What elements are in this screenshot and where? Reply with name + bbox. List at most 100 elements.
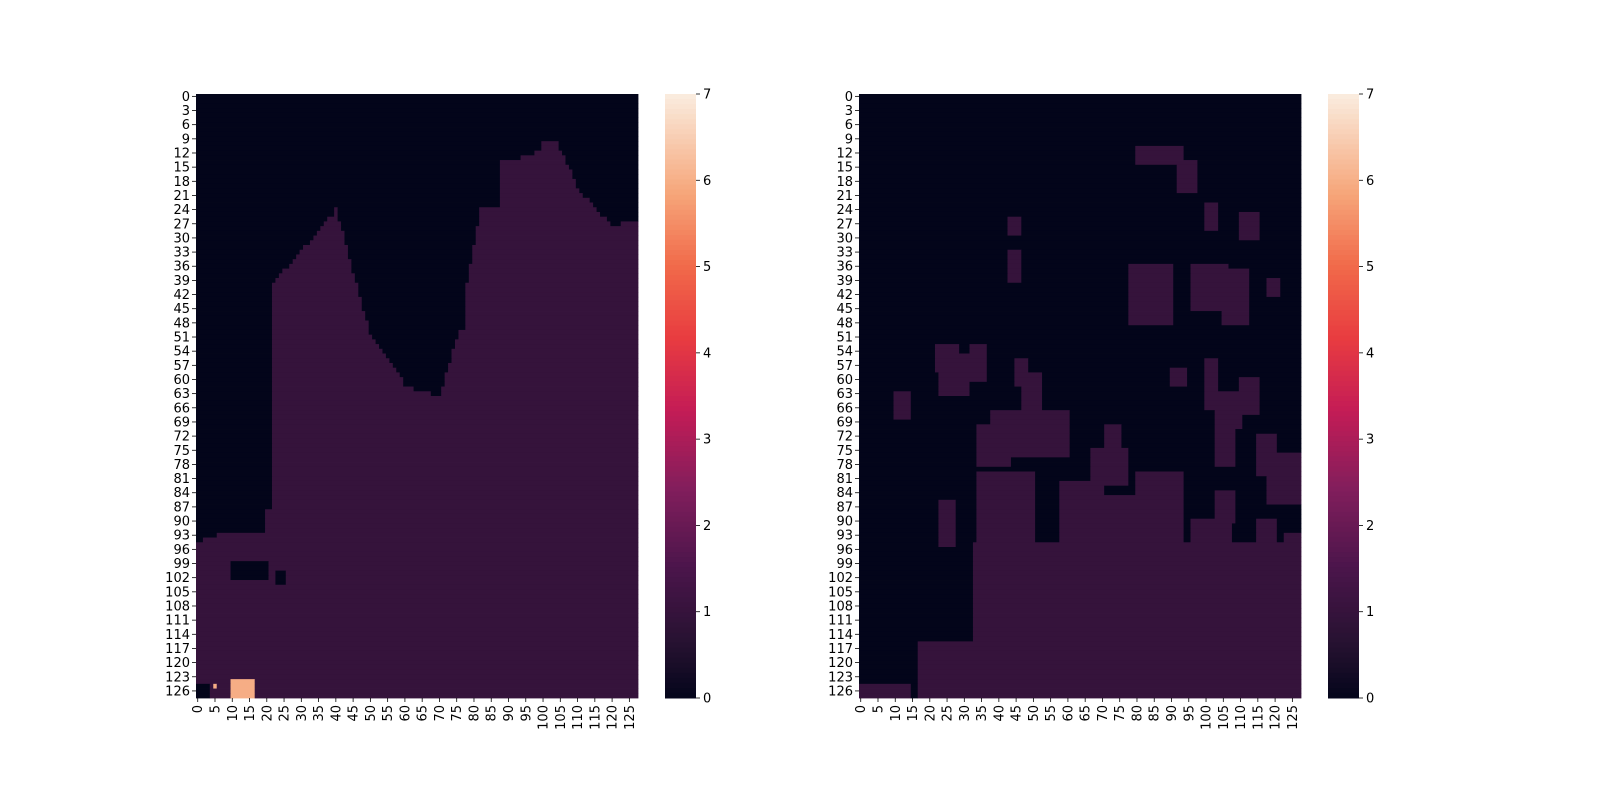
heatmap-cell [934,353,988,359]
colorbar-segment [1328,401,1359,407]
y-tick-label: 3 [845,104,853,119]
y-tick-label: 21 [173,189,190,204]
heatmap-cell [976,480,1036,487]
heatmap-cell [1249,268,1302,274]
colorbar-tick-label: 7 [1366,88,1374,103]
heatmap-1 [196,94,639,699]
heatmap-cell [271,447,639,454]
heatmap-cell [620,221,639,227]
heatmap-cell [1128,296,1174,303]
heatmap-cell [196,202,501,208]
heatmap-cell [196,646,639,652]
heatmap-cell [1021,226,1205,232]
heatmap-cell [1276,447,1302,454]
heatmap-cell [1021,400,1043,406]
heatmap-cell [1276,433,1302,439]
heatmap-cell [859,598,974,605]
heatmap-cell [859,226,1008,232]
heatmap-cell [1204,381,1219,387]
x-tick-label: 120 [606,705,621,730]
y-tick-label: 102 [165,571,190,586]
colorbar-segment [665,234,696,241]
heatmap-cell [1249,282,1267,288]
heatmap-cell [196,513,266,520]
colorbar-segment [665,607,696,613]
heatmap-cell [358,287,466,293]
heatmap-cell [271,391,432,397]
heatmap-cell [1242,414,1302,420]
heatmap-cell [859,292,1129,298]
x-tick-label: 35 [975,705,990,722]
heatmap-cell [1231,523,1257,529]
heatmap-cell [196,339,273,345]
heatmap-cell [1069,433,1105,439]
heatmap-cell [271,381,404,387]
heatmap-cell [271,400,639,406]
colorbar-segment [1328,124,1359,130]
heatmap-cell [1238,386,1260,392]
heatmap-cell [1190,296,1250,303]
heatmap-cell [196,178,501,185]
colorbar-segment [665,229,696,236]
heatmap-cell [859,528,939,534]
heatmap-cell [1190,528,1233,534]
heatmap-cell [1249,273,1302,279]
heatmap-cell [1256,528,1278,534]
y-tick-label: 42 [173,288,190,303]
y-tick-label: 45 [836,302,853,317]
heatmap-cell [289,263,352,269]
heatmap-cell [196,117,639,123]
y-tick-label: 57 [173,359,190,374]
heatmap-cell [1059,499,1184,505]
heatmap-cell [1035,528,1060,534]
heatmap-cell [358,282,466,288]
heatmap-cell [1042,386,1205,392]
y-tick-label: 102 [828,571,853,586]
heatmap-cell [271,334,373,340]
heatmap-cell [859,537,939,543]
heatmap-cell [337,216,480,222]
heatmap-cell [468,278,639,284]
heatmap-cell [271,296,363,303]
x-tick-label: 55 [381,705,396,722]
heatmap-cell [499,169,573,175]
heatmap-cell [859,211,1205,218]
heatmap-cell [1183,509,1216,515]
heatmap-cell [1218,377,1240,383]
heatmap-cell [969,386,1022,392]
heatmap-cell [1197,178,1302,185]
heatmap-cell [196,561,231,567]
heatmap-cell [1218,362,1302,369]
heatmap-cell [1214,424,1243,430]
heatmap-cell [271,410,639,416]
heatmap-cell [593,202,639,208]
colorbar-segment [665,466,696,472]
colorbar-segment [665,134,696,140]
heatmap-cell [1183,476,1267,482]
colorbar-segment [665,164,696,170]
colorbar-segment [665,496,696,503]
heatmap-cell [271,367,397,373]
heatmap-cell [344,230,477,236]
heatmap-cell [1256,452,1302,458]
colorbar-segment [665,461,696,467]
colorbar-tick-label: 0 [1366,692,1374,707]
colorbar-segment [665,174,696,181]
heatmap-cell [196,660,639,666]
heatmap-cell [938,513,957,520]
heatmap-cell [285,570,639,576]
heatmap-cell [972,561,1302,567]
heatmap-cell [1214,457,1236,463]
heatmap-cell [1266,292,1281,298]
colorbar-segment [1328,506,1359,513]
heatmap-cell [309,240,345,246]
colorbar-segment [665,390,696,397]
colorbar-tick-label: 7 [703,88,711,103]
x-tick-label: 25 [941,705,956,722]
x-tick-label: 115 [1251,705,1266,730]
heatmap-cell [606,216,639,222]
heatmap-cell [196,94,639,100]
x-tick-label: 85 [485,705,500,722]
heatmap-cell [230,570,269,576]
heatmap-cell [955,537,977,543]
